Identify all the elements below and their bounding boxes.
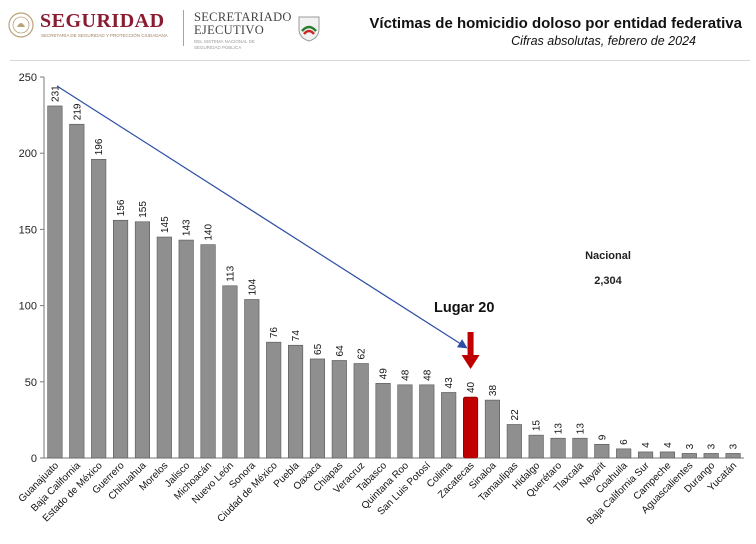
header-divider xyxy=(183,10,184,46)
data-label: 9 xyxy=(597,434,608,440)
data-label: 155 xyxy=(138,201,149,218)
data-label: 13 xyxy=(554,423,565,435)
data-label: 49 xyxy=(379,368,390,380)
data-label: 65 xyxy=(313,343,324,355)
data-label: 4 xyxy=(641,442,652,448)
chart-title: Víctimas de homicidio doloso por entidad… xyxy=(369,15,742,32)
y-tick-label: 100 xyxy=(19,301,37,313)
data-label: 219 xyxy=(72,103,83,120)
chart-subtitle: Cifras absolutas, febrero de 2024 xyxy=(511,34,696,48)
data-label: 113 xyxy=(225,265,236,281)
mexico-coat-of-arms-icon xyxy=(8,12,34,38)
data-label: 6 xyxy=(619,439,630,445)
bar xyxy=(200,244,216,459)
data-label: 40 xyxy=(466,381,477,393)
secretariado-line-2: EJECUTIVO xyxy=(194,23,265,37)
bar xyxy=(178,239,194,459)
bar xyxy=(638,451,654,459)
bar xyxy=(156,236,172,459)
highlight-arrow-head xyxy=(461,355,480,369)
brand-subtitle: SECRETARÍA DE SEGURIDAD Y PROTECCIÓN CIU… xyxy=(41,33,168,38)
sesnsp-emblem-icon xyxy=(298,16,320,42)
highlight-arrow-shaft xyxy=(467,332,474,357)
data-label: 48 xyxy=(422,369,433,381)
data-label: 74 xyxy=(291,330,302,342)
bar xyxy=(288,344,304,459)
data-label: 22 xyxy=(510,409,521,421)
bar xyxy=(506,424,522,459)
bar xyxy=(113,219,129,459)
data-label: 231 xyxy=(50,85,61,102)
bar xyxy=(331,360,347,459)
secretariado-line-1: SECRETARIADO xyxy=(194,10,292,24)
nacional-label: Nacional xyxy=(585,250,631,262)
data-label: 38 xyxy=(488,385,499,397)
trend-arrow xyxy=(56,85,468,349)
data-label: 143 xyxy=(182,219,193,236)
data-label: 3 xyxy=(707,443,718,449)
brand-title: SEGURIDAD xyxy=(40,10,165,32)
y-tick-label: 50 xyxy=(25,377,37,389)
y-tick-label: 150 xyxy=(19,224,37,236)
bar xyxy=(594,443,610,459)
lugar-annotation: Lugar 20 xyxy=(434,300,495,316)
bar xyxy=(528,434,544,459)
data-label: 196 xyxy=(94,138,105,155)
header: SEGURIDAD SECRETARÍA DE SEGURIDAD Y PROT… xyxy=(0,0,756,58)
bar xyxy=(681,453,697,459)
bar xyxy=(441,392,457,459)
data-label: 13 xyxy=(575,423,586,435)
bar xyxy=(550,437,566,459)
bar xyxy=(659,451,675,459)
data-label: 4 xyxy=(663,442,674,448)
bar xyxy=(397,384,413,459)
bar xyxy=(353,363,369,459)
secretariado-title: SECRETARIADO EJECUTIVO xyxy=(194,11,292,37)
y-tick-label: 0 xyxy=(31,453,37,465)
data-label: 76 xyxy=(269,327,280,339)
bar xyxy=(375,383,391,459)
secretariado-subtitle: DEL SISTEMA NACIONAL DE SEGURIDAD PÚBLIC… xyxy=(194,39,255,50)
data-label: 145 xyxy=(160,216,171,233)
bar xyxy=(572,437,588,459)
y-tick-label: 200 xyxy=(19,148,37,160)
nacional-value: 2,304 xyxy=(594,275,622,287)
data-label: 140 xyxy=(204,224,215,241)
bar xyxy=(266,341,282,459)
data-label: 104 xyxy=(247,278,258,295)
data-label: 15 xyxy=(532,420,543,432)
data-label: 64 xyxy=(335,345,346,357)
bar xyxy=(463,396,479,459)
bar xyxy=(703,453,719,459)
bar xyxy=(222,285,238,459)
data-label: 62 xyxy=(357,348,368,360)
bar xyxy=(725,453,741,459)
data-label: 48 xyxy=(400,369,411,381)
header-rule xyxy=(10,60,750,61)
bar xyxy=(616,448,632,459)
bar xyxy=(47,105,63,459)
data-label: 43 xyxy=(444,377,455,389)
data-label: 3 xyxy=(729,443,740,449)
bar xyxy=(244,299,260,459)
y-tick-label: 250 xyxy=(19,72,37,84)
bar xyxy=(69,123,85,459)
bar xyxy=(419,384,435,459)
bar xyxy=(91,158,107,459)
bar xyxy=(309,358,325,459)
bar xyxy=(484,399,500,459)
bar xyxy=(134,221,150,459)
data-label: 3 xyxy=(685,443,696,449)
data-label: 156 xyxy=(116,199,127,216)
